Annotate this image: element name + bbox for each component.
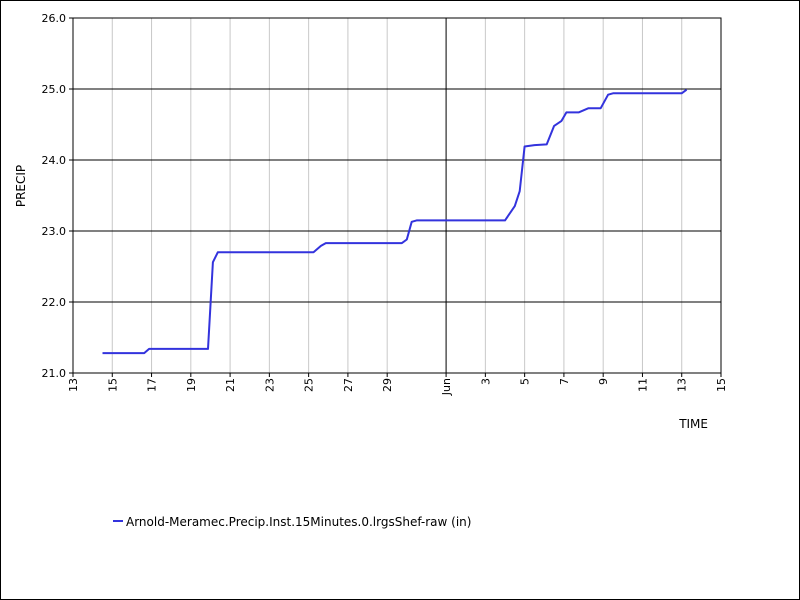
x-axis-title: TIME <box>678 417 708 431</box>
x-tick-label: 23 <box>263 378 276 392</box>
x-tick-label: 7 <box>558 378 571 385</box>
y-tick-label: 26.0 <box>42 12 67 25</box>
y-axis-ticks: 21.0 22.0 23.0 24.0 25.0 26.0 <box>42 12 73 380</box>
legend: Arnold-Meramec.Precip.Inst.15Minutes.0.l… <box>113 515 471 529</box>
x-tick-label: 13 <box>676 378 689 392</box>
x-tick-label: 15 <box>715 378 728 392</box>
vertical-gridlines <box>111 18 683 373</box>
y-tick-label: 22.0 <box>42 296 67 309</box>
legend-label: Arnold-Meramec.Precip.Inst.15Minutes.0.l… <box>126 515 471 529</box>
x-tick-label: Jun <box>440 378 453 396</box>
plot-border <box>72 17 722 374</box>
x-tick-label: 11 <box>636 378 649 392</box>
y-tick-label: 25.0 <box>42 83 67 96</box>
x-tick-label: 5 <box>519 378 532 385</box>
y-tick-label: 21.0 <box>42 367 67 380</box>
x-tick-label: 13 <box>67 378 80 392</box>
x-axis-ticks: 13 15 17 19 21 23 25 27 29 Jun 3 5 7 9 11 13 15 <box>67 373 728 396</box>
x-tick-label: 21 <box>224 378 237 392</box>
x-tick-label: 29 <box>381 378 394 392</box>
x-tick-label: 25 <box>303 378 316 392</box>
series-line <box>102 88 688 355</box>
y-tick-label: 24.0 <box>42 154 67 167</box>
y-axis-title: PRECIP <box>14 165 28 207</box>
x-tick-label: 17 <box>146 378 159 392</box>
plot-background <box>73 18 721 373</box>
x-tick-label: 3 <box>479 378 492 385</box>
horizontal-gridlines <box>73 88 721 303</box>
x-tick-label: 9 <box>597 378 610 385</box>
x-tick-label: 27 <box>342 378 355 392</box>
x-tick-label: 19 <box>185 378 198 392</box>
series-layer <box>102 88 688 355</box>
x-tick-label: 15 <box>106 378 119 392</box>
y-tick-label: 23.0 <box>42 225 67 238</box>
